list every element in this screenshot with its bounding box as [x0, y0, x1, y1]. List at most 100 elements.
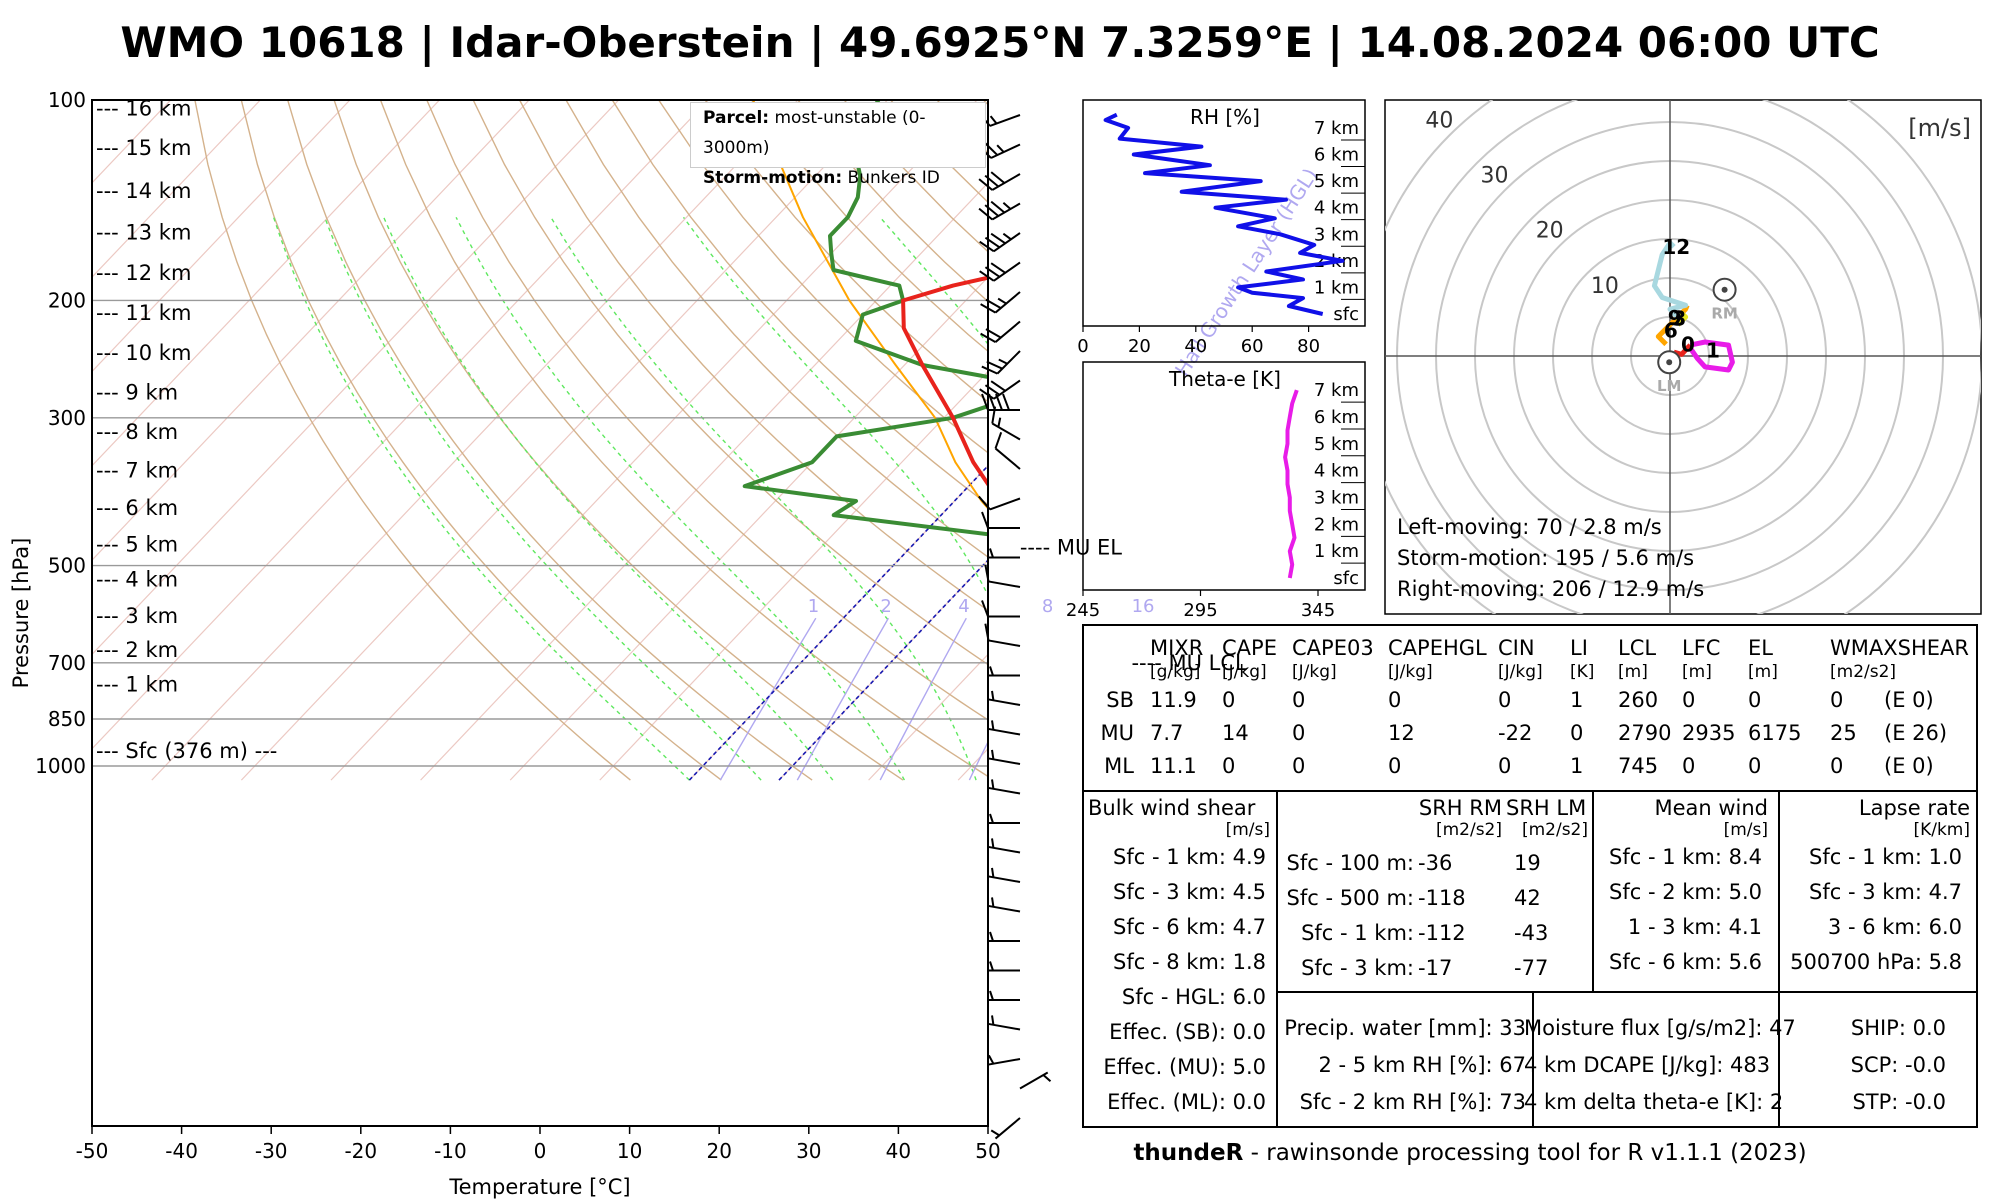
wind-barb	[981, 600, 1020, 618]
moist-adiabat	[272, 217, 690, 781]
height-mark: 12	[1662, 235, 1690, 259]
wind-barb	[988, 1015, 1021, 1031]
height-mark: 3	[1672, 307, 1686, 331]
height-label: 6 km	[1314, 407, 1359, 428]
height-label: --- Sfc (376 m) ---	[96, 739, 277, 763]
composite-indices-section: SHIP: 0.0 SCP: -0.0 STP: -0.0	[1780, 1010, 1976, 1121]
param-value: 7.7	[1150, 721, 1184, 745]
moisture-row: 4 km delta theta-e [K]: 2	[1524, 1090, 1784, 1114]
wind-barb	[988, 867, 1021, 883]
height-label: 5 km	[1314, 171, 1359, 192]
height-label: --- 7 km	[96, 458, 178, 482]
legend-parcel-value: most-unstable (0-3000m)	[703, 108, 926, 158]
param-header: LFC	[1682, 636, 1721, 660]
storm-motion-marker-dot	[1721, 286, 1728, 293]
srh-row: Sfc - 500 m: -118 42	[1278, 881, 1590, 916]
srh-lm-value: 42	[1514, 886, 1541, 910]
x-tick-label: 0	[1077, 336, 1088, 357]
srh-row-label: Sfc - 1 km:	[1301, 921, 1414, 945]
height-label: --- 12 km	[96, 261, 191, 285]
param-value: (E 0)	[1884, 688, 1934, 712]
height-label: 4 km	[1314, 461, 1359, 482]
param-value: 260	[1618, 688, 1659, 712]
mixing-ratio-label: 16	[1132, 596, 1155, 617]
moisture-row: 2 - 5 km RH [%]: 67	[1318, 1053, 1527, 1077]
height-mark: 9	[1668, 306, 1682, 330]
composite-index-row: STP: -0.0	[1852, 1090, 1946, 1114]
wind-barb	[988, 897, 1021, 913]
srh-lm-unit: [m2/s2]	[1521, 820, 1588, 840]
shear-row: Sfc - 8 km: 1.8	[1113, 950, 1266, 974]
shear-row: Effec. (MU): 5.0	[1103, 1055, 1266, 1079]
hodograph-segment	[1673, 343, 1693, 357]
param-value: 1	[1570, 688, 1584, 712]
shear-row: Effec. (SB): 0.0	[1109, 1020, 1266, 1044]
param-row-label: SB	[1106, 688, 1134, 712]
param-row-label: ML	[1104, 754, 1134, 778]
height-label: --- 8 km	[96, 420, 178, 444]
composite-index-row: SCP: -0.0	[1850, 1053, 1946, 1077]
wind-barb	[980, 291, 1021, 314]
storm-motion-marker	[1712, 277, 1737, 302]
height-mark: 6	[1664, 318, 1678, 342]
x-tick-label: 40	[1184, 336, 1207, 357]
moisture-left-section: Precip. water [mm]: 33 2 - 5 km RH [%]: 6…	[1264, 1010, 1534, 1121]
wind-barb	[988, 931, 1020, 942]
param-unit: [J/kg]	[1292, 662, 1337, 682]
mixing-ratio-label: 8	[1042, 596, 1053, 617]
wind-barb	[981, 350, 1021, 375]
isotherm	[240, 100, 888, 781]
hodograph-segment	[1688, 339, 1735, 373]
wind-barb	[991, 406, 1021, 441]
shear-row: Sfc - HGL: 6.0	[1121, 985, 1266, 1009]
storm-motion-label: LM	[1657, 377, 1682, 395]
lapse-rate-row: 500700 hPa: 5.8	[1790, 950, 1962, 974]
param-value: 0	[1388, 754, 1402, 778]
hodograph-ring	[1396, 100, 1944, 614]
hgl-label: Hail Growth Layer (HGL)	[1170, 164, 1322, 381]
lapse-rate-row: Sfc - 1 km: 1.0	[1809, 845, 1962, 869]
param-value: 2935	[1682, 721, 1736, 745]
param-unit: [m]	[1748, 662, 1778, 682]
param-unit: [J/kg]	[1498, 662, 1543, 682]
param-value: 0	[1682, 754, 1696, 778]
isotherm	[330, 100, 978, 781]
ring-label: 10	[1591, 274, 1619, 299]
hodograph-segment	[1655, 304, 1690, 347]
height-label: --- 9 km	[96, 381, 178, 405]
param-value: (E 0)	[1884, 754, 1934, 778]
shear-row: Sfc - 3 km: 4.5	[1113, 880, 1266, 904]
wind-barb	[988, 838, 1021, 854]
param-unit: [K]	[1570, 662, 1595, 682]
mixing-ratio-label: 4	[958, 596, 969, 617]
moisture-mid-section: Moisture flux [g/s/m2]: 47 4 km DCAPE [J/…	[1524, 1010, 1796, 1121]
mixing-ratio-line	[879, 617, 967, 781]
wind-barb	[994, 431, 1021, 470]
param-header: CAPE03	[1292, 636, 1374, 660]
moist-adiabat	[550, 216, 977, 781]
profile-line	[1283, 389, 1299, 579]
moist-adiabat	[383, 217, 834, 781]
wind-barb	[988, 666, 1020, 677]
wind-barb	[988, 548, 1020, 559]
dry-adiabat	[379, 100, 988, 778]
x-tick-label: 50	[975, 1139, 1000, 1163]
x-axis-label: Temperature [°C]	[448, 1175, 630, 1199]
ring-label: 40	[1425, 108, 1453, 133]
height-label: --- 11 km	[96, 301, 191, 325]
wind-barb	[984, 564, 1021, 588]
wind-barb	[990, 1117, 1021, 1140]
skewt-frame	[91, 99, 989, 1127]
x-tick-label: 295	[1183, 600, 1217, 621]
param-value: 0	[1222, 754, 1236, 778]
moist-adiabat	[455, 216, 906, 781]
dry-adiabat	[194, 100, 631, 781]
x-tick-label: 40	[886, 1139, 911, 1163]
srh-row: Sfc - 1 km: -112 -43	[1278, 916, 1590, 951]
profile-line	[1103, 112, 1345, 316]
wind-barb	[980, 320, 1021, 343]
isotherm	[92, 100, 261, 279]
height-label: 2 km	[1314, 514, 1359, 535]
storm-motion-text: Right-moving: 206 / 12.9 m/s	[1397, 577, 1704, 601]
height-label: 1 km	[1314, 277, 1359, 298]
